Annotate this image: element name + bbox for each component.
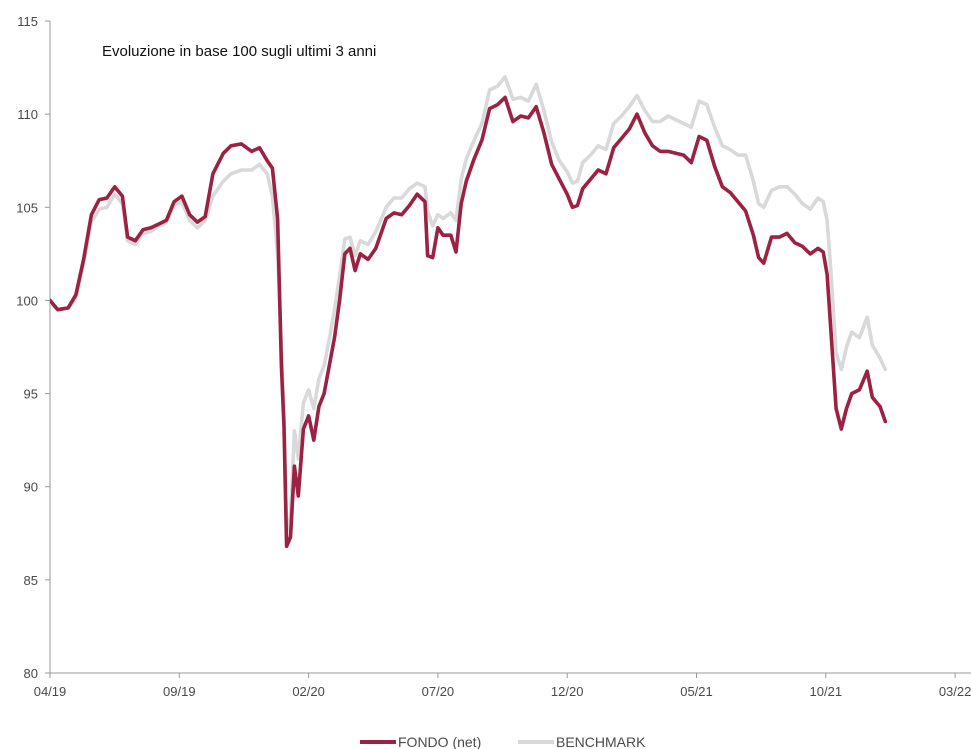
y-tick-label: 105 bbox=[16, 200, 38, 215]
legend: FONDO (net) BENCHMARK bbox=[360, 734, 646, 749]
y-tick-label: 100 bbox=[16, 293, 38, 308]
y-tick-label: 80 bbox=[24, 666, 38, 681]
x-tick-label: 02/20 bbox=[292, 684, 325, 699]
y-tick-label: 85 bbox=[24, 573, 38, 588]
y-tick-label: 110 bbox=[17, 107, 38, 122]
x-tick-label: 05/21 bbox=[680, 684, 713, 699]
series-line-fondo-net bbox=[50, 95, 888, 549]
x-tick-label: 03/22 bbox=[939, 684, 971, 699]
y-tick-label: 90 bbox=[24, 480, 38, 495]
chart-title: Evoluzione in base 100 sugli ultimi 3 an… bbox=[102, 43, 376, 60]
x-tick-label: 04/19 bbox=[34, 684, 67, 699]
legend-label-benchmark: BENCHMARK bbox=[556, 734, 646, 749]
series-line-benchmark bbox=[50, 75, 888, 534]
x-tick-label: 07/20 bbox=[422, 684, 455, 699]
y-tick-label: 95 bbox=[24, 387, 38, 402]
y-tick-label: 115 bbox=[17, 14, 38, 29]
series-layer bbox=[50, 75, 888, 549]
axes: 80 85 90 95 100 105 110 115 04/19 09/19 02/20 07/20… bbox=[16, 14, 971, 699]
x-tick-label: 09/19 bbox=[163, 684, 196, 699]
legend-label-fondo-net: FONDO (net) bbox=[398, 734, 481, 749]
x-tick-label: 10/21 bbox=[810, 684, 843, 699]
x-tick-label: 12/20 bbox=[551, 684, 584, 699]
